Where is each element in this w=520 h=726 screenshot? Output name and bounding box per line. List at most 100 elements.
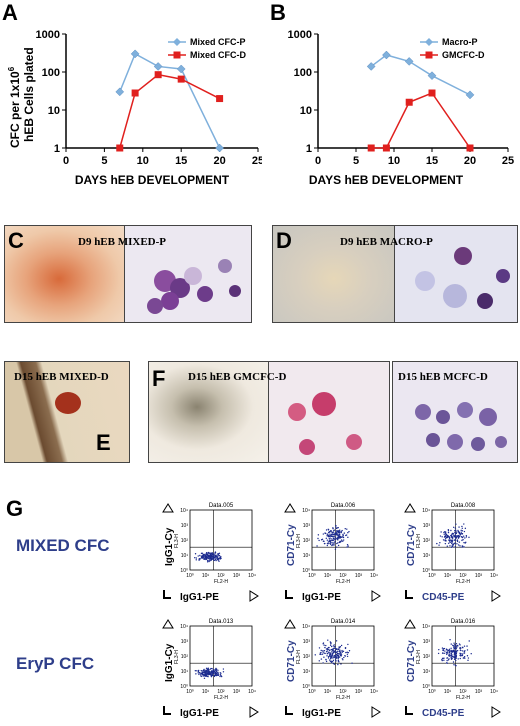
event-dot bbox=[453, 534, 455, 536]
legend-marker bbox=[173, 38, 181, 46]
x-decade-label: 10¹ bbox=[202, 573, 210, 579]
event-dot bbox=[335, 660, 337, 662]
x-tick-label: 5 bbox=[101, 155, 107, 167]
event-dot bbox=[216, 674, 219, 676]
photo-c-colony bbox=[4, 225, 126, 323]
event-dot bbox=[465, 536, 468, 538]
x-arrow-icon bbox=[249, 590, 259, 602]
fl-y-label: FL3-H bbox=[296, 650, 302, 664]
event-dot bbox=[215, 667, 217, 670]
series-line-1 bbox=[119, 73, 220, 149]
event-dot bbox=[437, 652, 440, 655]
event-dot bbox=[340, 540, 342, 543]
event-dot bbox=[451, 538, 454, 540]
event-dot bbox=[459, 654, 462, 656]
event-dot bbox=[346, 528, 348, 530]
event-dot bbox=[332, 527, 334, 529]
y-decade-label: 10³ bbox=[423, 523, 431, 529]
fl-x-label: FL2-H bbox=[214, 579, 228, 585]
event-dot bbox=[336, 530, 338, 532]
x-tick-label: 15 bbox=[426, 155, 438, 167]
event-dot bbox=[210, 674, 212, 677]
event-dot bbox=[320, 651, 322, 654]
panel-label-g: G bbox=[6, 496, 24, 521]
event-dot bbox=[338, 537, 340, 540]
event-dot bbox=[338, 656, 340, 658]
event-dot bbox=[206, 670, 208, 672]
event-dot bbox=[207, 557, 209, 559]
event-dot bbox=[324, 652, 326, 655]
event-dot bbox=[455, 665, 457, 667]
event-dot bbox=[331, 657, 333, 659]
flow-y-label: IgG1-Cy bbox=[164, 643, 175, 682]
event-dot bbox=[457, 658, 459, 660]
event-dot bbox=[462, 539, 464, 541]
event-dot bbox=[214, 674, 217, 677]
flow-plot-frame bbox=[189, 625, 253, 687]
event-dot bbox=[205, 667, 208, 670]
event-dot bbox=[215, 669, 218, 671]
x-tick-label: 25 bbox=[502, 155, 514, 167]
event-dot bbox=[334, 538, 337, 540]
chart-a-ylabel-line2: hEB Cells plated bbox=[22, 47, 36, 142]
y-tick-label: 10 bbox=[300, 105, 312, 117]
event-dot bbox=[451, 655, 453, 657]
event-dot bbox=[343, 532, 346, 534]
chart-a-ylabel-line1: CFC per 1x106 bbox=[7, 66, 22, 148]
photo-f-cells bbox=[268, 361, 390, 463]
x-decade-label: 10⁴ bbox=[370, 573, 378, 579]
event-dot bbox=[346, 546, 348, 548]
event-dot bbox=[331, 533, 333, 536]
event-dot bbox=[447, 659, 450, 661]
event-dot bbox=[332, 645, 335, 647]
event-dot bbox=[334, 536, 337, 538]
event-dot bbox=[222, 668, 225, 670]
event-dot bbox=[460, 647, 462, 650]
y-tick-label: 1 bbox=[306, 143, 312, 155]
event-dot bbox=[331, 539, 334, 541]
x-decade-label: 10⁴ bbox=[490, 689, 498, 695]
event-dot bbox=[320, 658, 323, 660]
event-dot bbox=[460, 529, 462, 532]
data-point bbox=[176, 64, 186, 74]
series-line-1 bbox=[371, 92, 471, 149]
event-dot bbox=[200, 552, 203, 555]
event-dot bbox=[449, 652, 451, 654]
event-dot bbox=[460, 652, 462, 655]
event-dot bbox=[348, 650, 351, 652]
legend-marker bbox=[173, 51, 181, 59]
event-dot bbox=[457, 645, 459, 647]
x-decade-label: 10¹ bbox=[324, 573, 332, 579]
event-dot bbox=[197, 670, 200, 673]
event-dot bbox=[328, 537, 330, 540]
event-dot bbox=[454, 650, 456, 653]
event-dot bbox=[455, 650, 458, 653]
event-dot bbox=[203, 672, 206, 674]
event-dot bbox=[222, 671, 225, 673]
event-dot bbox=[322, 540, 325, 542]
flow-plot-title: Data.008 bbox=[451, 503, 476, 509]
event-dot bbox=[328, 539, 331, 541]
event-dot bbox=[322, 662, 324, 664]
event-dot bbox=[342, 535, 344, 537]
event-dot bbox=[209, 554, 212, 556]
event-dot bbox=[327, 541, 329, 543]
flow-y-label: CD71-Cy bbox=[286, 524, 297, 566]
event-dot bbox=[453, 658, 456, 661]
event-dot bbox=[329, 644, 332, 646]
y-decade-label: 10³ bbox=[181, 523, 189, 529]
y-decade-label: 10² bbox=[423, 654, 431, 660]
event-dot bbox=[458, 541, 461, 543]
event-dot bbox=[330, 661, 333, 664]
data-point bbox=[466, 144, 474, 152]
flow-row2-label: EryP CFC bbox=[16, 654, 95, 673]
cells-illustration bbox=[147, 259, 241, 314]
data-point bbox=[177, 75, 185, 83]
event-dot bbox=[465, 534, 468, 537]
x-arrow-icon bbox=[491, 706, 501, 718]
event-dot bbox=[454, 653, 456, 655]
x-decade-label: 10⁰ bbox=[308, 573, 316, 579]
event-dot bbox=[330, 641, 332, 644]
